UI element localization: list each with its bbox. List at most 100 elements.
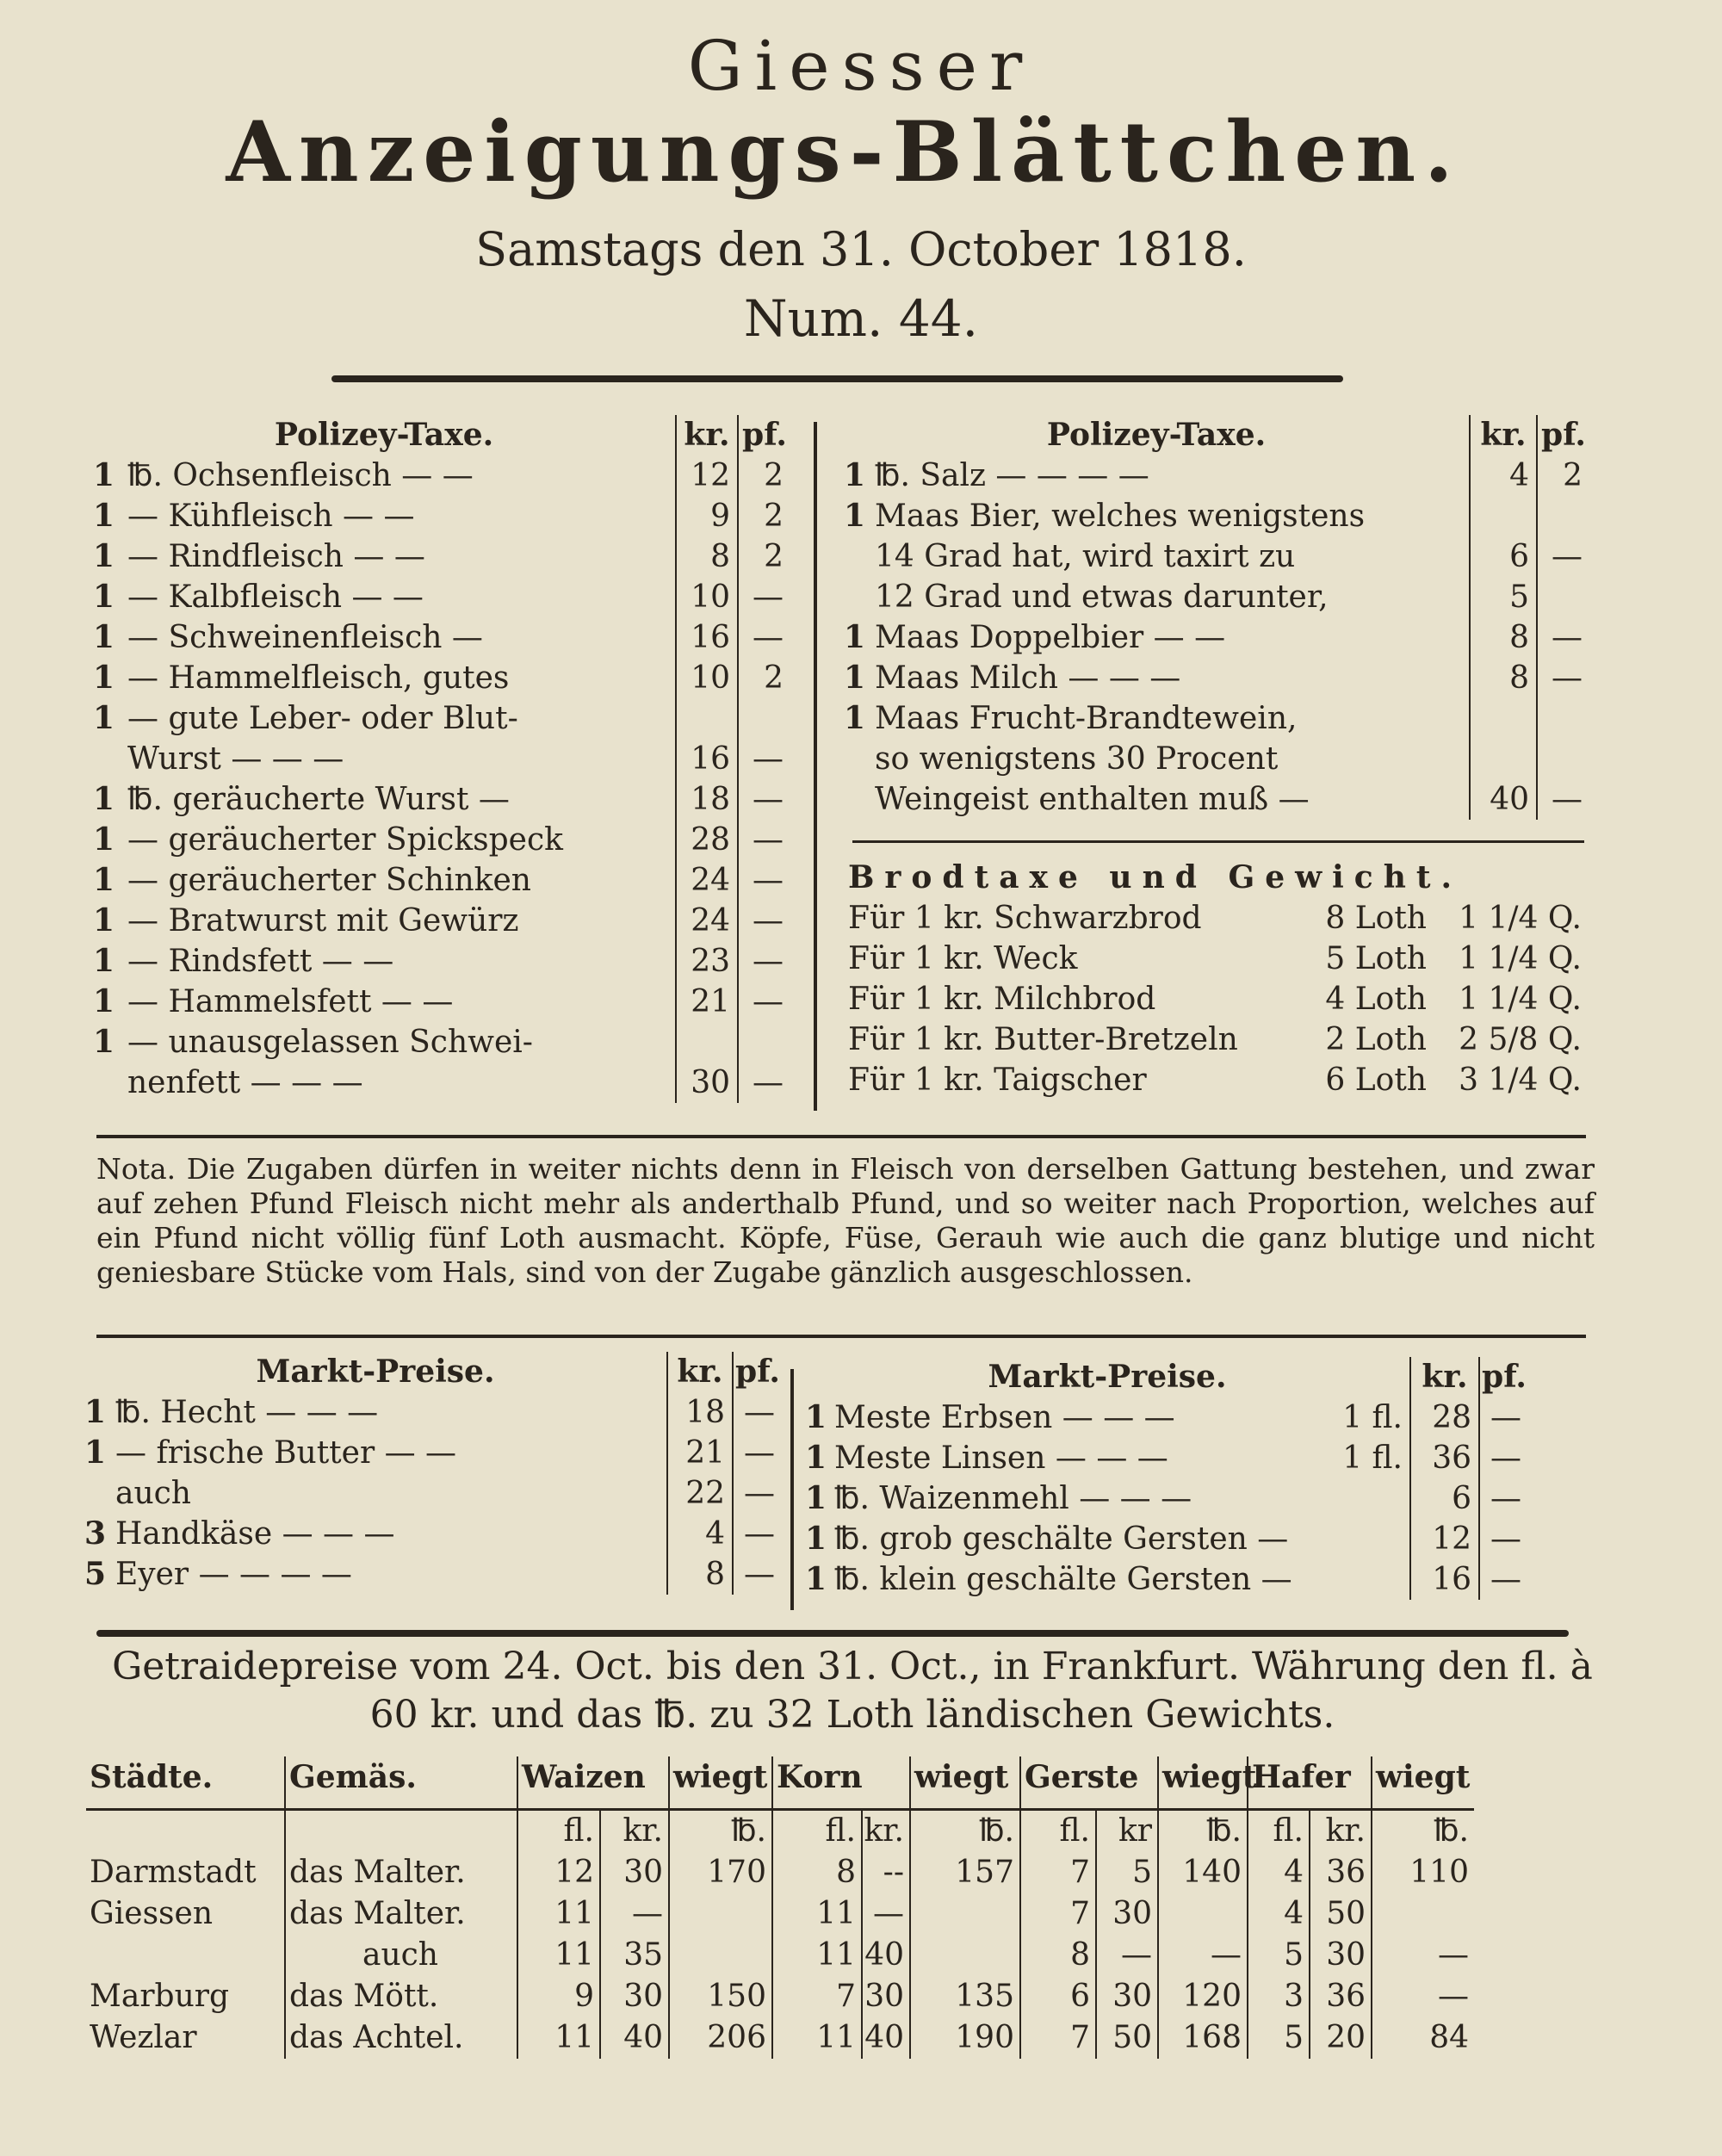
price-cell: 30 [1095,1893,1157,1935]
price-cell: 11 [771,1935,861,1976]
table-row: 1 — Bratwurst mit Gewürz 24— [93,901,790,941]
price-pf: 2 [737,496,790,536]
bread-weight-q: 1 1/4 Q. [1459,982,1582,1017]
section-rule [852,840,1584,843]
item: 12 Grad und etwas darunter, [875,579,1329,615]
price-pf: — [1478,1519,1528,1559]
price-pf [1536,698,1589,739]
table-row: auch 11 35 11 40 8— —5 30— [86,1935,1474,1976]
price-cell: 12 [517,1852,599,1893]
quantity: 1 [93,700,115,736]
item: — Rindsfett — — [127,944,394,979]
item: — Bratwurst mit Gewürz [127,903,519,939]
quantity: 1 [93,538,115,574]
price-cell: — [1371,1976,1474,2017]
price-kr: 4 [1469,455,1536,496]
price-kr: 28 [675,820,737,860]
price-kr [675,698,737,739]
price-pf: — [732,1514,782,1554]
table-row: so wenigstens 30 Procent [844,739,1589,779]
price-cell: 50 [1095,2017,1157,2059]
nota-paragraph: Nota. Die Zugaben dürfen in weiter nicht… [96,1152,1595,1289]
price-pf: — [737,820,790,860]
quantity: 5 [84,1556,107,1592]
price-cell: 4 [1247,1893,1309,1935]
price-pf: 2 [737,658,790,698]
price-kr [1469,496,1536,536]
table-row: Wurst — — — 16— [93,739,790,779]
section-title: Brodtaxe und Gewicht. [848,859,1463,895]
item: — geräucherter Spickspeck [127,822,563,858]
price-kr [675,1022,737,1063]
table-row: 1 Maas Frucht-Brandtewein, [844,698,1589,739]
item: Maas Bier, welches wenigstens [875,499,1366,534]
quantity: 1 [844,498,866,534]
polizey-taxe-left: Polizey-Taxe. kr. pf. 1 ℔. Ochsenfleisch — —… [93,415,790,1103]
item: Maas Doppelbier — — [875,620,1226,655]
table-header: Polizey-Taxe. kr. pf. [93,415,790,455]
item: Meste Linsen — — — [834,1440,1168,1476]
column-header-kr: kr. [675,415,737,455]
table-row: 1 — Hammelsfett — — 21— [93,982,790,1022]
price-cell [1371,1893,1474,1935]
price-cell: 11 [771,2017,861,2059]
quantity: 1 [93,862,115,898]
price-pf [737,1022,790,1063]
section-title: Polizey-Taxe. [274,417,494,453]
quantity: 1 [93,579,115,615]
table-row: 1 ℔. Waizenmehl — — — 6— [805,1478,1528,1519]
table-row: Für 1 kr. Milchbrod 4 Loth 1 1/4 Q. [848,979,1589,1019]
price-kr: 9 [675,496,737,536]
table-row: Wezlar das Achtel. 11 40 206 11 40 190 7 50 168 5 20… [86,2017,1474,2059]
quantity: 3 [84,1515,107,1552]
item: Maas Milch — — — [875,660,1181,696]
table-row: 3 Handkäse — — — 4— [84,1514,782,1554]
unit-header [284,1811,517,1852]
table-header: Markt-Preise. kr. pf. [84,1352,782,1392]
markt-preise-right: Markt-Preise. kr. pf. 1 Meste Erbsen — — —1 … [805,1357,1528,1600]
table-row: 1 Maas Bier, welches wenigstens [844,496,1589,536]
price-cell: 30 [599,1976,668,2017]
price-pf [1536,496,1589,536]
price-cell [1157,1893,1247,1935]
table-row: 1 ℔. grob geschälte Gersten — 12— [805,1519,1528,1559]
section-title: Markt-Preise. [256,1354,495,1390]
price-cell: 30 [1309,1935,1371,1976]
price-cell: 11 [517,1893,599,1935]
price-cell: — [1371,1935,1474,1976]
polizey-taxe-right: Polizey-Taxe. kr. pf. 1 ℔. Salz — — — —4 2 1 Ma… [844,415,1589,820]
bread-weight-loth: 8 Loth [1325,901,1427,936]
price-kr: 28 [1409,1397,1478,1438]
unit-header: kr. [599,1811,668,1852]
price-pf: — [1478,1438,1528,1478]
quantity: 1 [93,619,115,655]
price-pf: — [1536,779,1589,820]
price-kr: 18 [675,779,737,820]
quantity: 1 [93,1024,115,1060]
price-kr: 18 [666,1392,732,1433]
price-kr [1469,698,1536,739]
table-row: 1 — geräucherter Spickspeck 28— [93,820,790,860]
bread-weight-loth: 6 Loth [1325,1063,1427,1098]
item: ℔. Ochsenfleisch — — [127,458,474,493]
quantity: 1 [844,700,866,736]
price-cell: 30 [861,1976,909,2017]
price-kr: 12 [1409,1519,1478,1559]
price-kr: 16 [675,617,737,658]
unit-header: ℔. [668,1811,771,1852]
table-row: Darmstadt das Malter. 12 30 170 8 -- 157 7 5 140 4 3… [86,1852,1474,1893]
city: Darmstadt [90,1855,257,1890]
price-kr: 8 [1469,658,1536,698]
price-pf: — [737,1063,790,1103]
section-title: Markt-Preise. [988,1359,1227,1395]
quantity: 1 [805,1399,827,1435]
price-pf: — [737,779,790,820]
quantity [84,1473,115,1514]
column-header-pf: pf. [1536,415,1589,455]
item: — Hammelsfett — — [127,984,454,1019]
unit-header: kr. [861,1811,909,1852]
item: ℔. Salz — — — — [875,458,1149,493]
unit-price-fl: 1 fl. [1342,1440,1403,1476]
column-header-pf: pf. [1478,1357,1528,1397]
price-pf: — [732,1473,782,1514]
